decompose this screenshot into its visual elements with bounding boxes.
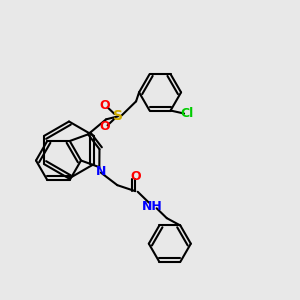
Text: NH: NH [141, 200, 162, 213]
Text: O: O [99, 99, 110, 112]
Text: O: O [99, 120, 110, 133]
Text: N: N [96, 165, 106, 178]
Text: S: S [113, 109, 123, 123]
Text: O: O [130, 170, 141, 183]
Text: Cl: Cl [180, 107, 194, 120]
